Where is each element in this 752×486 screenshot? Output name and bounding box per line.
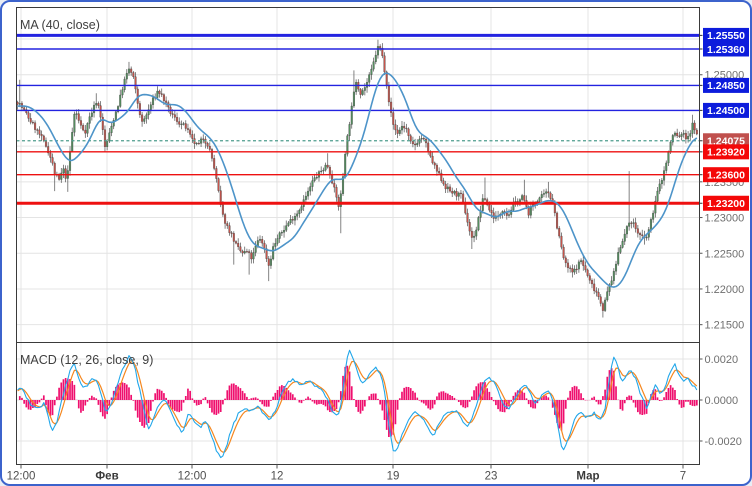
x-axis-label-7: 7 <box>680 471 686 483</box>
y-axis-label-1.21500: 1.21500 <box>705 320 745 332</box>
svg-text:1.25360: 1.25360 <box>707 44 745 56</box>
x-axis-label-Мар: Мар <box>576 471 599 483</box>
y-axis-label-1.22000: 1.22000 <box>705 284 745 296</box>
macd-indicator-label: MACD (12, 26, close, 9) <box>20 353 153 367</box>
y-axis-label-1.23000: 1.23000 <box>705 213 745 225</box>
price-level-tags: 1.255501.253601.248501.245001.240751.239… <box>699 27 749 211</box>
y-axis-label-1.22500: 1.22500 <box>705 248 745 260</box>
svg-text:1.25550: 1.25550 <box>707 30 745 42</box>
svg-text:1.24500: 1.24500 <box>707 105 745 117</box>
price-tag-1.23920: 1.23920 <box>703 144 749 160</box>
price-tag-1.24850: 1.24850 <box>703 77 749 93</box>
time-axis: 12:00 Фев 12:00 12 19 23 Мар 7 <box>7 464 686 483</box>
macd-histogram <box>17 365 698 438</box>
macd-axis-label-0.0020: 0.0020 <box>705 354 739 366</box>
svg-text:1.23920: 1.23920 <box>707 147 745 159</box>
moving-average-line <box>17 72 698 288</box>
price-tag-1.23600: 1.23600 <box>703 167 749 183</box>
x-axis-label-23: 23 <box>485 471 498 483</box>
x-axis-label-12:00: 12:00 <box>7 471 36 483</box>
support-resistance-lines[interactable] <box>17 33 700 205</box>
svg-text:1.24850: 1.24850 <box>707 80 745 92</box>
x-axis-label-19: 19 <box>387 471 400 483</box>
x-axis-label-Фев: Фев <box>95 471 118 483</box>
candlesticks <box>17 39 698 318</box>
ma-indicator-label: MA (40, close) <box>20 18 100 32</box>
price-tag-1.23200: 1.23200 <box>703 195 749 211</box>
price-tag-1.25550: 1.25550 <box>703 27 749 43</box>
panel-borders <box>16 7 700 465</box>
macd-axis: 0.0020 0.0000 -0.0020 <box>699 354 742 448</box>
svg-text:1.23600: 1.23600 <box>707 169 745 181</box>
macd-signal-lines <box>17 349 698 459</box>
price-tag-1.25360: 1.25360 <box>703 41 749 57</box>
macd-axis-label-0.0000: 0.0000 <box>705 395 739 407</box>
price-tag-1.24500: 1.24500 <box>703 102 749 118</box>
x-axis-label-12:00: 12:00 <box>178 471 207 483</box>
macd-axis-label--0.0020: -0.0020 <box>705 436 742 448</box>
svg-text:1.23200: 1.23200 <box>707 198 745 210</box>
x-axis-label-12: 12 <box>271 471 284 483</box>
